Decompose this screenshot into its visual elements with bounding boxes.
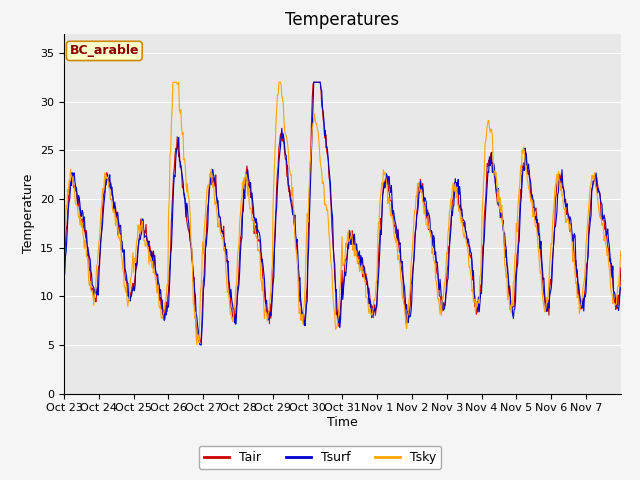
Tsky — [193, 342, 201, 348]
Tsky — [433, 279, 440, 285]
Tsurf — [256, 234, 264, 240]
Y-axis label: Temperature: Temperature — [22, 174, 35, 253]
Tair — [401, 305, 409, 311]
Tsky — [401, 313, 409, 319]
Tsky — [169, 79, 177, 85]
Tsurf — [310, 79, 317, 85]
Tsky — [278, 93, 285, 98]
Tsky — [617, 248, 625, 254]
Tsky — [257, 276, 264, 282]
Title: Temperatures: Temperatures — [285, 11, 399, 29]
Tair — [228, 312, 236, 318]
Tair — [277, 131, 285, 136]
X-axis label: Time: Time — [327, 416, 358, 429]
Text: BC_arable: BC_arable — [70, 44, 139, 58]
Tair — [310, 79, 317, 85]
Tair — [196, 339, 204, 345]
Line: Tsurf: Tsurf — [64, 82, 621, 345]
Tsurf — [125, 297, 133, 302]
Tsurf — [433, 260, 440, 265]
Tair — [256, 237, 264, 243]
Tsurf — [196, 342, 204, 348]
Tair — [60, 263, 68, 269]
Tsurf — [228, 301, 236, 307]
Tsurf — [401, 295, 409, 301]
Tair — [125, 294, 133, 300]
Tsky — [125, 298, 133, 303]
Tsky — [60, 240, 68, 246]
Tsky — [229, 319, 237, 324]
Line: Tsky: Tsky — [64, 82, 621, 345]
Tair — [617, 265, 625, 271]
Tair — [433, 266, 440, 272]
Line: Tair: Tair — [64, 82, 621, 342]
Tsurf — [60, 272, 68, 277]
Legend: Tair, Tsurf, Tsky: Tair, Tsurf, Tsky — [198, 446, 442, 469]
Tsurf — [277, 135, 285, 141]
Tsurf — [617, 285, 625, 290]
